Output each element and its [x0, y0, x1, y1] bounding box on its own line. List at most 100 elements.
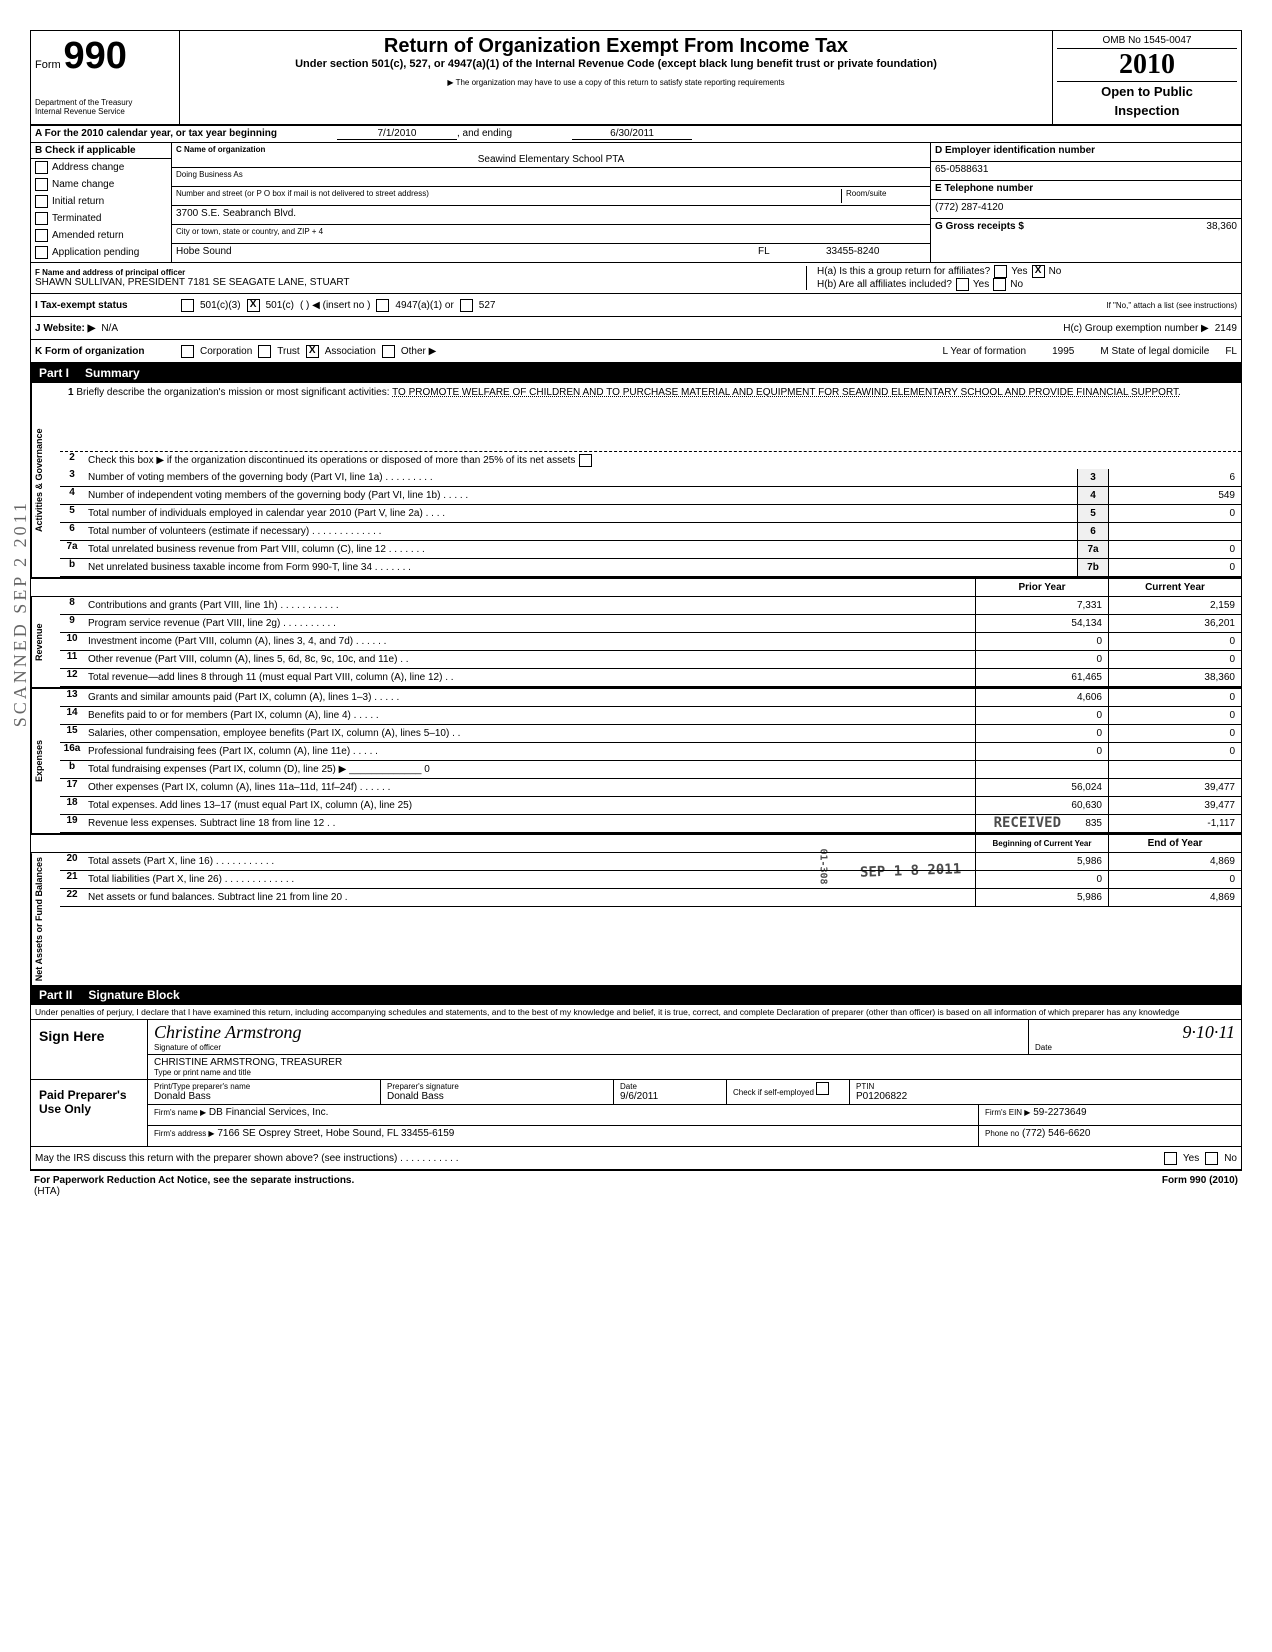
line-num: 9 — [60, 615, 84, 632]
paid-preparer-label: Paid Preparer's Use Only — [31, 1080, 148, 1146]
chk-initial-return[interactable]: Initial return — [31, 193, 171, 210]
officer-signature: Christine Armstrong — [154, 1022, 1022, 1043]
col-c-org-info: C Name of organization Seawind Elementar… — [172, 143, 931, 262]
discuss-yes-box[interactable] — [1164, 1152, 1177, 1165]
hb-note: If "No," attach a list (see instructions… — [1106, 301, 1237, 310]
line-box: 4 — [1077, 487, 1108, 504]
open-public-2: Inspection — [1057, 101, 1237, 120]
chk-name-change[interactable]: Name change — [31, 176, 171, 193]
exp-line-13: 13 Grants and similar amounts paid (Part… — [60, 689, 1241, 707]
part2-title: Signature Block — [88, 988, 179, 1002]
501c3-box[interactable] — [181, 299, 194, 312]
line1-num: 1 — [68, 387, 74, 398]
527-label: 527 — [479, 300, 496, 311]
city: Hobe Sound — [176, 246, 750, 260]
hb-yes: Yes — [973, 279, 989, 290]
discuss-no-box[interactable] — [1205, 1152, 1218, 1165]
line-num: 16a — [60, 743, 84, 760]
line-desc: Total revenue—add lines 8 through 11 (mu… — [84, 669, 975, 686]
current-val: 0 — [1108, 743, 1241, 760]
header-right: OMB No 1545-0047 2010 Open to Public Ins… — [1053, 31, 1241, 124]
chk-label-5: Application pending — [52, 247, 139, 258]
4947-box[interactable] — [376, 299, 389, 312]
line-num: 3 — [60, 469, 84, 486]
chk-amended[interactable]: Amended return — [31, 227, 171, 244]
g-gross-label: G Gross receipts $ — [935, 221, 1024, 235]
prior-val: 0 — [975, 725, 1108, 742]
line-num: 14 — [60, 707, 84, 724]
line-num: 6 — [60, 523, 84, 540]
current-val: 0 — [1108, 725, 1241, 742]
form-label: Form — [35, 59, 61, 71]
exp-line-17: 17 Other expenses (Part IX, column (A), … — [60, 779, 1241, 797]
net-line-22: 22 Net assets or fund balances. Subtract… — [60, 889, 1241, 907]
rev-line-9: 9 Program service revenue (Part VIII, li… — [60, 615, 1241, 633]
row-i-tax-status: I Tax-exempt status 501(c)(3) X501(c) ( … — [31, 294, 1241, 317]
part2-label: Part II — [39, 988, 72, 1002]
chk-terminated[interactable]: Terminated — [31, 210, 171, 227]
officer-name: SHAWN SULLIVAN, PRESIDENT 7181 SE SEAGAT… — [35, 277, 802, 288]
chk-label-1: Name change — [52, 179, 114, 190]
gov-line-4: 4 Number of independent voting members o… — [60, 487, 1241, 505]
discuss-yes: Yes — [1183, 1153, 1199, 1164]
omb-number: OMB No 1545-0047 — [1057, 35, 1237, 49]
line-num: 11 — [60, 651, 84, 668]
ha-yes-box[interactable] — [994, 265, 1007, 278]
tax-year: 2010 — [1057, 49, 1237, 81]
other-label: Other ▶ — [401, 346, 436, 357]
received-stamp: RECEIVED — [994, 815, 1061, 831]
hb-yes-box[interactable] — [956, 278, 969, 291]
trust-label: Trust — [277, 346, 299, 357]
chk-app-pending[interactable]: Application pending — [31, 244, 171, 261]
ha-no-box[interactable]: X — [1032, 265, 1045, 278]
part1-title: Summary — [85, 366, 140, 380]
line-desc: Contributions and grants (Part VIII, lin… — [84, 597, 975, 614]
f-officer-label: F Name and address of principal officer — [35, 268, 802, 277]
line-num: 18 — [60, 797, 84, 814]
i-label: I Tax-exempt status — [35, 300, 175, 311]
501c-box[interactable]: X — [247, 299, 260, 312]
l-label: L Year of formation — [943, 346, 1027, 357]
name-label: C Name of organization — [176, 145, 926, 154]
addr-label: Number and street (or P O box if mail is… — [176, 189, 833, 203]
footer-left: For Paperwork Reduction Act Notice, see … — [34, 1175, 354, 1186]
corp-box[interactable] — [181, 345, 194, 358]
hb-no-box[interactable] — [993, 278, 1006, 291]
mission-text: TO PROMOTE WELFARE OF CHILDREN AND TO PU… — [392, 387, 1181, 398]
firm-addr: 7166 SE Osprey Street, Hobe Sound, FL 33… — [217, 1128, 454, 1139]
other-box[interactable] — [382, 345, 395, 358]
row-j-website: J Website: ▶ N/A H(c) Group exemption nu… — [31, 317, 1241, 340]
begin-year-header: Beginning of Current Year — [975, 835, 1108, 852]
current-val: 4,869 — [1108, 889, 1241, 906]
hc-label: H(c) Group exemption number ▶ — [1063, 323, 1209, 334]
d-ein-label: D Employer identification number — [931, 143, 1241, 162]
prep-sig-label: Preparer's signature — [387, 1082, 607, 1091]
zip: 33455-8240 — [826, 246, 926, 260]
gov-line-7a: 7a Total unrelated business revenue from… — [60, 541, 1241, 559]
firm-phone-label: Phone no — [985, 1129, 1019, 1138]
line-box: 7b — [1077, 559, 1108, 576]
sign-here-label: Sign Here — [31, 1020, 148, 1079]
line-num: 15 — [60, 725, 84, 742]
part2-header: Part II Signature Block — [31, 985, 1241, 1005]
527-box[interactable] — [460, 299, 473, 312]
l-value: 1995 — [1052, 346, 1074, 357]
assoc-box[interactable]: X — [306, 345, 319, 358]
prior-current-header: Prior Year Current Year — [31, 579, 1241, 597]
chk-address-change[interactable]: Address change — [31, 159, 171, 176]
line2-checkbox[interactable] — [579, 454, 592, 467]
line-desc: Number of voting members of the governin… — [84, 469, 1077, 486]
prior-val: 0 — [975, 871, 1108, 888]
firm-ein-label: Firm's EIN ▶ — [985, 1108, 1030, 1117]
side-governance: Activities & Governance — [31, 383, 60, 577]
self-employed-box[interactable] — [816, 1082, 829, 1095]
assoc-label: Association — [325, 346, 376, 357]
mission-prompt: Briefly describe the organization's miss… — [76, 387, 389, 398]
rev-line-8: 8 Contributions and grants (Part VIII, l… — [60, 597, 1241, 615]
trust-box[interactable] — [258, 345, 271, 358]
hc-value: 2149 — [1215, 323, 1237, 334]
dept-treasury: Department of the Treasury — [35, 98, 175, 107]
prep-sig: Donald Bass — [387, 1091, 607, 1102]
current-val: 39,477 — [1108, 797, 1241, 814]
line-desc: Other expenses (Part IX, column (A), lin… — [84, 779, 975, 796]
